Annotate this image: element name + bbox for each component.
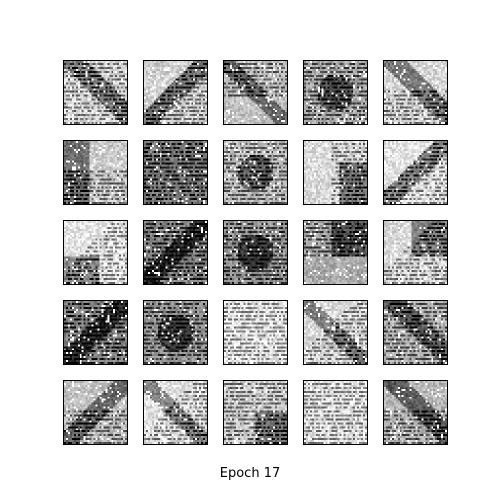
sample-tile — [143, 220, 208, 285]
sample-image — [64, 381, 127, 444]
sample-tile — [303, 220, 368, 285]
sample-image — [144, 381, 207, 444]
sample-tile — [223, 140, 288, 205]
sample-tile — [223, 380, 288, 445]
sample-image — [224, 301, 287, 364]
sample-image — [384, 381, 447, 444]
sample-image — [64, 221, 127, 284]
sample-tile — [223, 220, 288, 285]
sample-tile — [383, 60, 448, 125]
sample-image — [144, 61, 207, 124]
sample-image — [384, 221, 447, 284]
sample-image — [144, 141, 207, 204]
sample-tile — [303, 140, 368, 205]
sample-tile — [303, 380, 368, 445]
sample-tile — [383, 380, 448, 445]
sample-tile — [383, 140, 448, 205]
sample-tile — [383, 220, 448, 285]
sample-tile — [383, 300, 448, 365]
sample-image — [304, 381, 367, 444]
sample-tile — [223, 300, 288, 365]
sample-image — [224, 221, 287, 284]
sample-image — [64, 301, 127, 364]
sample-tile — [303, 300, 368, 365]
sample-tile — [143, 60, 208, 125]
sample-image — [224, 141, 287, 204]
sample-image — [304, 221, 367, 284]
sample-tile — [303, 60, 368, 125]
sample-image — [224, 61, 287, 124]
sample-tile — [63, 140, 128, 205]
sample-image — [224, 381, 287, 444]
sample-image — [384, 141, 447, 204]
sample-tile — [63, 380, 128, 445]
sample-image — [64, 61, 127, 124]
sample-image — [384, 301, 447, 364]
sample-tile — [143, 140, 208, 205]
sample-tile — [143, 380, 208, 445]
sample-image — [304, 301, 367, 364]
sample-tile — [143, 300, 208, 365]
sample-image — [144, 301, 207, 364]
figure-caption: Epoch 17 — [0, 466, 500, 481]
sample-image — [384, 61, 447, 124]
sample-image — [304, 141, 367, 204]
sample-tile — [223, 60, 288, 125]
sample-tile — [63, 220, 128, 285]
sample-tile — [63, 60, 128, 125]
sample-tile — [63, 300, 128, 365]
sample-image — [304, 61, 367, 124]
sample-grid — [63, 60, 448, 445]
sample-image — [64, 141, 127, 204]
sample-image — [144, 221, 207, 284]
